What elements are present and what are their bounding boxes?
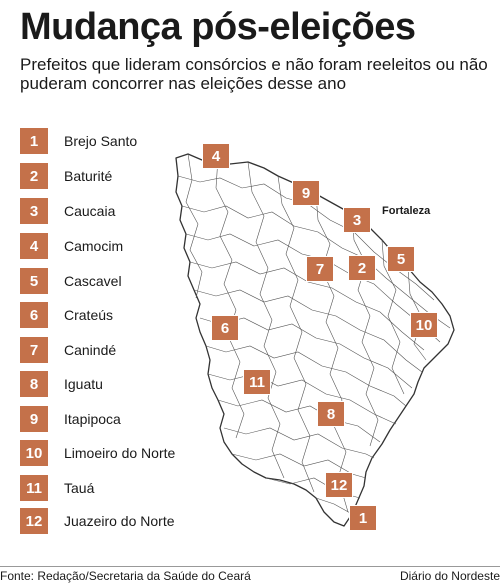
legend-city-label: Itapipoca bbox=[64, 411, 121, 427]
map-marker: 9 bbox=[292, 180, 320, 206]
legend-city-label: Cascavel bbox=[64, 273, 122, 289]
legend-city-label: Limoeiro do Norte bbox=[64, 445, 176, 461]
legend-number-badge: 10 bbox=[20, 440, 48, 466]
map-marker: 11 bbox=[243, 369, 271, 395]
legend-item: 10 Limoeiro do Norte bbox=[20, 440, 175, 466]
legend-city-label: Brejo Santo bbox=[64, 133, 138, 149]
source-note: Fonte: Redação/Secretaria da Saúde do Ce… bbox=[0, 569, 251, 583]
legend-item: 4 Camocim bbox=[20, 233, 123, 259]
legend-item: 1 Brejo Santo bbox=[20, 128, 137, 154]
legend-number-badge: 3 bbox=[20, 198, 48, 224]
legend-city-label: Baturité bbox=[64, 168, 113, 184]
legend-number-badge: 11 bbox=[20, 475, 48, 501]
map-marker: 4 bbox=[202, 143, 230, 169]
map-marker: 2 bbox=[348, 255, 376, 281]
map-marker: 7 bbox=[306, 256, 334, 282]
legend-item: 3 Caucaia bbox=[20, 198, 115, 224]
legend-city-label: Tauá bbox=[64, 480, 95, 496]
legend-number-badge: 9 bbox=[20, 406, 48, 432]
legend-item: 12 Juazeiro do Norte bbox=[20, 508, 175, 534]
legend-item: 2 Baturité bbox=[20, 163, 112, 189]
legend-number-badge: 12 bbox=[20, 508, 48, 534]
legend-number-badge: 6 bbox=[20, 302, 48, 328]
map-marker: 3 bbox=[343, 207, 371, 233]
legend-item: 5 Cascavel bbox=[20, 268, 122, 294]
map-marker: 8 bbox=[317, 401, 345, 427]
legend-number-badge: 8 bbox=[20, 371, 48, 397]
map-marker: 1 bbox=[349, 505, 377, 531]
footer-divider bbox=[0, 566, 500, 567]
map-label-fortaleza: Fortaleza bbox=[382, 205, 431, 217]
publisher-credit: Diário do Nordeste bbox=[399, 569, 500, 583]
legend-number-badge: 1 bbox=[20, 128, 48, 154]
legend-item: 7 Canindé bbox=[20, 337, 116, 363]
map-marker: 5 bbox=[387, 246, 415, 272]
legend-item: 8 Iguatu bbox=[20, 371, 103, 397]
map-marker: 6 bbox=[211, 315, 239, 341]
page-subtitle: Prefeitos que lideram consórcios e não f… bbox=[20, 55, 488, 93]
legend-city-label: Crateús bbox=[64, 307, 114, 323]
legend-item: 11 Tauá bbox=[20, 475, 94, 501]
map-marker: 12 bbox=[325, 472, 353, 498]
legend-number-badge: 4 bbox=[20, 233, 48, 259]
legend-city-label: Iguatu bbox=[64, 376, 103, 392]
legend-number-badge: 5 bbox=[20, 268, 48, 294]
ceara-map bbox=[175, 153, 455, 527]
legend-number-badge: 7 bbox=[20, 337, 48, 363]
legend-city-label: Camocim bbox=[64, 238, 124, 254]
legend-city-label: Caucaia bbox=[64, 203, 116, 219]
map-marker: 10 bbox=[410, 312, 438, 338]
legend-city-label: Canindé bbox=[64, 342, 117, 358]
legend-item: 9 Itapipoca bbox=[20, 406, 121, 432]
legend-number-badge: 2 bbox=[20, 163, 48, 189]
legend-item: 6 Crateús bbox=[20, 302, 113, 328]
legend-city-label: Juazeiro do Norte bbox=[64, 513, 175, 529]
page-title: Mudança pós-eleições bbox=[20, 6, 416, 48]
